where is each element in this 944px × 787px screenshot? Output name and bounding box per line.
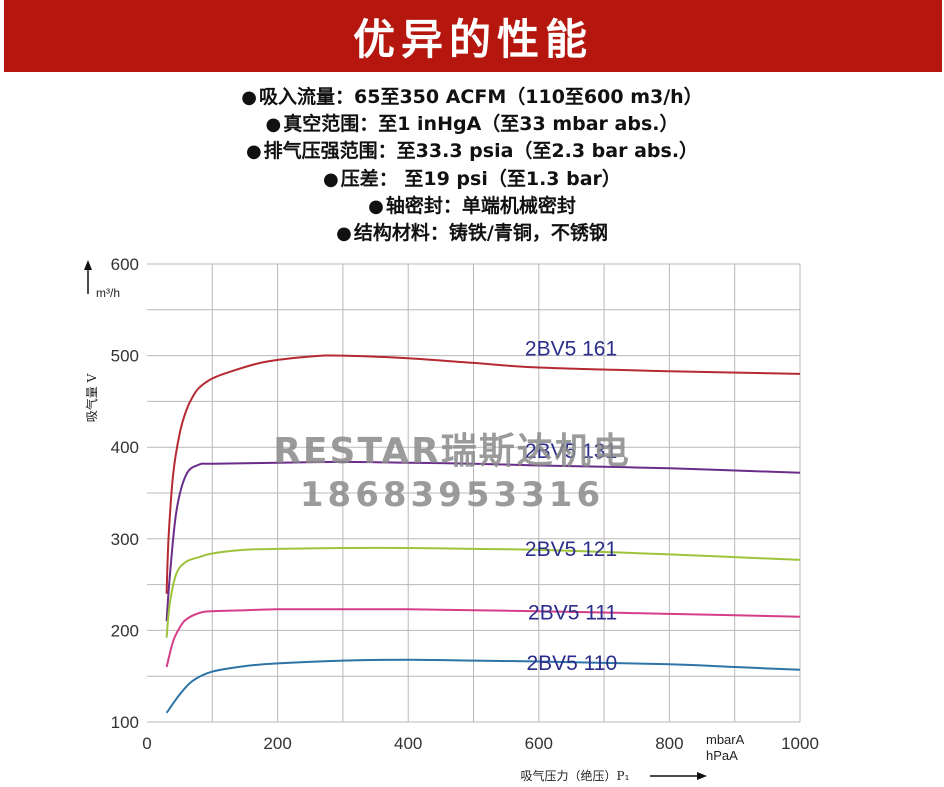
x-axis-label: 吸气压力（绝压）P₁ <box>521 768 630 783</box>
spec-text: 轴密封：单端机械密封 <box>385 194 576 217</box>
spec-item-flow: ● 吸入流量：65至350 ACFM（110至600 m3/h） <box>0 84 944 111</box>
series-labels: 2BV5 161 2BV5 131 2BV5 121 2BV5 111 2BV5 110 <box>525 338 617 675</box>
page-title: 优异的性能 <box>352 14 593 64</box>
bullet-icon: ● <box>336 223 352 245</box>
x-tick-label: 400 <box>394 734 422 753</box>
y-axis-label: 吸气量 V <box>84 373 99 422</box>
series-line-4 <box>165 608 801 668</box>
bullet-icon: ● <box>241 87 258 108</box>
series-curves <box>165 354 801 714</box>
y-tick-label: 500 <box>111 347 139 366</box>
y-tick-label: 400 <box>111 438 139 457</box>
series-label-1: 2BV5 161 <box>525 338 617 361</box>
bullet-icon: ● <box>265 114 282 136</box>
spec-text: 压差： 至19 psi（至1.3 bar） <box>340 167 621 190</box>
spec-item-discharge: ● 排气压强范围：至33.3 psia（至2.3 bar abs.） <box>0 138 944 165</box>
x-axis-unit-hpa: hPaA <box>706 748 738 763</box>
watermark-company: RESTAR瑞斯达机电 <box>273 431 631 472</box>
spec-list: ● 吸入流量：65至350 ACFM（110至600 m3/h） ● 真空范围：至1… <box>0 84 944 247</box>
spec-text: 排气压强范围：至33.3 psia（至2.3 bar abs.） <box>263 140 699 163</box>
spec-item-vacuum: ● 真空范围：至1 inHgA（至33 mbar abs.） <box>0 111 944 138</box>
series-label-3: 2BV5 121 <box>525 538 617 561</box>
bullet-icon: ● <box>368 195 384 217</box>
bullet-icon: ● <box>323 168 339 190</box>
watermark-phone: 18683953316 <box>300 475 604 515</box>
y-tick-label: 100 <box>111 713 139 732</box>
spec-item-material: ● 结构材料：铸铁/青铜，不锈钢 <box>0 220 944 247</box>
chart-grid <box>147 263 801 723</box>
y-tick-label: 600 <box>111 255 139 274</box>
spec-text: 吸入流量：65至350 ACFM（110至600 m3/h） <box>259 86 703 108</box>
x-tick-label: 200 <box>263 734 291 753</box>
x-tick-label: 0 <box>142 734 151 753</box>
spec-item-differential: ● 压差： 至19 psi（至1.3 bar） <box>0 166 944 193</box>
x-axis-unit-mbar: mbarA <box>706 732 745 747</box>
y-axis-unit: m³/h <box>96 286 120 300</box>
spec-text: 结构材料：铸铁/青铜，不锈钢 <box>353 222 608 245</box>
series-line-1 <box>165 354 801 594</box>
x-tick-label: 600 <box>525 734 553 753</box>
bullet-icon: ● <box>245 141 262 163</box>
tick-labels: 0 200 400 600 800 1000 100 200 300 400 500 600 <box>111 255 819 753</box>
y-arrow-head-icon <box>84 260 92 270</box>
series-label-2: 2BV5 131 <box>525 440 617 463</box>
title-banner: 优异的性能 <box>4 0 942 72</box>
performance-chart: 0 200 400 600 800 1000 100 200 300 400 500 600 2BV5… <box>84 255 819 783</box>
series-label-5: 2BV5 110 <box>526 652 617 675</box>
x-tick-label: 800 <box>655 734 683 753</box>
series-line-3 <box>165 546 801 638</box>
series-line-2 <box>165 460 801 622</box>
y-tick-label: 300 <box>111 530 139 549</box>
spec-text: 真空范围：至1 inHgA（至33 mbar abs.） <box>283 113 679 136</box>
x-tick-label: 1000 <box>781 734 819 753</box>
series-label-4: 2BV5 111 <box>528 601 617 624</box>
series-line-5 <box>165 658 801 714</box>
y-tick-label: 200 <box>111 621 139 640</box>
x-arrow-head-icon <box>697 772 707 780</box>
spec-item-seal: ● 轴密封：单端机械密封 <box>0 193 944 220</box>
